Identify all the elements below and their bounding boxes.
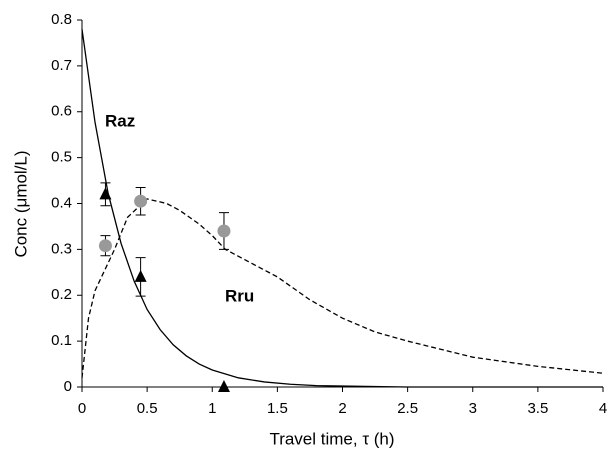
series-label: Raz [105,111,135,130]
y-tick-label: 0.5 [51,149,72,166]
point [134,269,147,282]
line-0 [81,29,603,388]
x-tick-label: 2.5 [397,400,418,417]
x-tick-label: 3.5 [527,400,548,417]
y-tick-label: 0.2 [51,286,72,303]
point [99,187,112,200]
x-tick-label: 2 [338,400,346,417]
x-axis-label: Travel time, τ (h) [269,429,394,448]
y-tick-label: 0.4 [51,194,72,211]
point [98,239,112,253]
y-tick-label: 0.8 [51,11,72,28]
series-label: Rru [225,286,254,305]
y-tick-label: 0.1 [51,332,72,349]
x-tick-label: 4 [599,400,607,417]
y-tick-label: 0.6 [51,103,72,120]
x-tick-label: 1.5 [267,400,288,417]
point [217,224,231,238]
y-tick-label: 0 [64,378,72,395]
x-tick-label: 1 [208,400,216,417]
y-tick-label: 0.7 [51,57,72,74]
point [217,380,230,392]
x-tick-label: 0.5 [137,400,158,417]
y-tick-label: 0.3 [51,240,72,257]
x-tick-label: 0 [78,400,86,417]
line-1 [81,198,604,378]
y-axis-label: Conc (μmol/L) [11,150,30,257]
point [134,194,148,208]
x-tick-label: 3 [469,400,477,417]
